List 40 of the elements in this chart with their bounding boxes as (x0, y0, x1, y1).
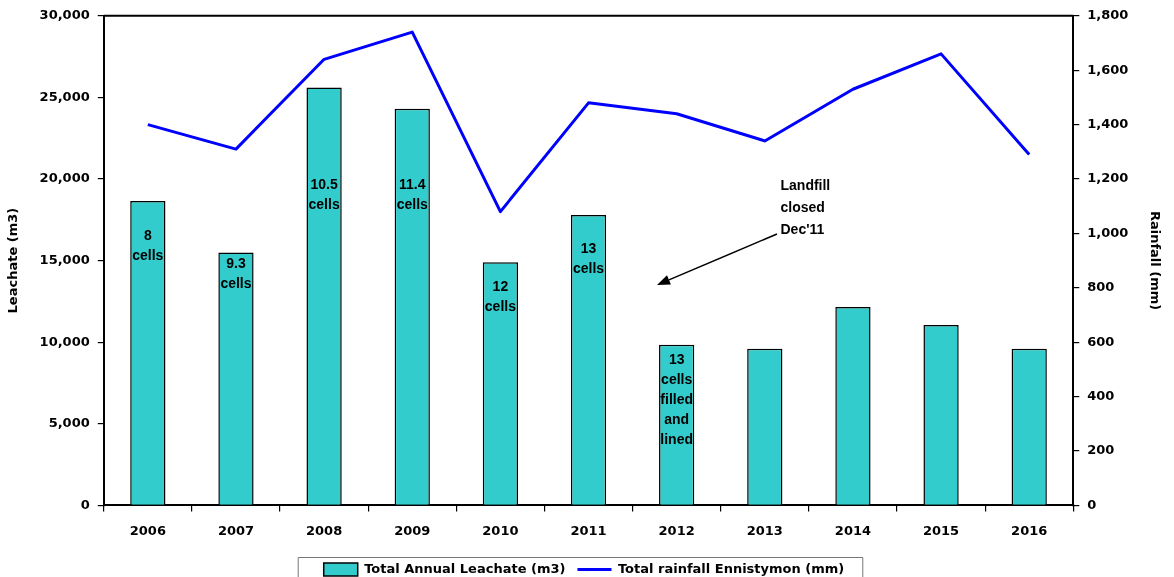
y2-tick-label: 0 (1087, 496, 1097, 512)
y-tick-label: 0 (80, 496, 90, 512)
legend-label: Total Annual Leachate (m3) (364, 560, 566, 576)
annotation: Landfill closed Dec'11 (780, 177, 831, 238)
y-tick-label: 25,000 (39, 88, 90, 104)
y2-tick-label: 1,800 (1087, 7, 1129, 23)
x-tick-label: 2009 (394, 522, 431, 538)
y2-tick-label: 1,600 (1087, 61, 1129, 77)
y-tick-label: 5,000 (48, 415, 90, 431)
annotation: 12 cells (484, 278, 517, 315)
y-tick-label: 20,000 (39, 170, 90, 186)
y2-tick-label: 1,000 (1087, 224, 1129, 240)
y-axis-title: Leachate (m3) (5, 207, 21, 314)
y2-axis-title: Rainfall (mm) (1147, 210, 1163, 311)
x-tick-label: 2006 (129, 522, 166, 538)
y2-tick-label: 400 (1087, 387, 1115, 403)
y2-tick-label: 800 (1087, 279, 1115, 295)
annotation: 10.5 cells (308, 175, 340, 212)
legend-label: Total rainfall Ennistymon (mm) (617, 560, 845, 576)
y2-tick-label: 600 (1087, 333, 1115, 349)
x-tick-label: 2010 (482, 522, 519, 538)
x-tick-label: 2007 (217, 522, 255, 538)
y-tick-label: 10,000 (39, 333, 90, 349)
x-tick-label: 2013 (746, 522, 783, 538)
x-tick-label: 2015 (922, 522, 960, 538)
annotation: 8 cells (132, 226, 164, 263)
x-tick-label: 2008 (306, 522, 343, 538)
y-tick-label: 15,000 (39, 251, 90, 267)
y-tick-label: 30,000 (39, 7, 90, 23)
y2-tick-label: 1,400 (1087, 115, 1129, 131)
x-tick-label: 2016 (1011, 522, 1048, 538)
x-tick-label: 2011 (570, 522, 607, 538)
x-tick-label: 2014 (834, 522, 872, 538)
annotation: 13 cells (572, 240, 605, 277)
y2-tick-label: 200 (1087, 442, 1115, 458)
annotation: 13 cells filled and lined (660, 351, 693, 447)
annotation: 11.4 cells (396, 175, 429, 212)
y2-tick-label: 1,200 (1087, 170, 1129, 186)
annotation: 9.3 cells (220, 255, 252, 292)
x-tick-label: 2012 (658, 522, 695, 538)
